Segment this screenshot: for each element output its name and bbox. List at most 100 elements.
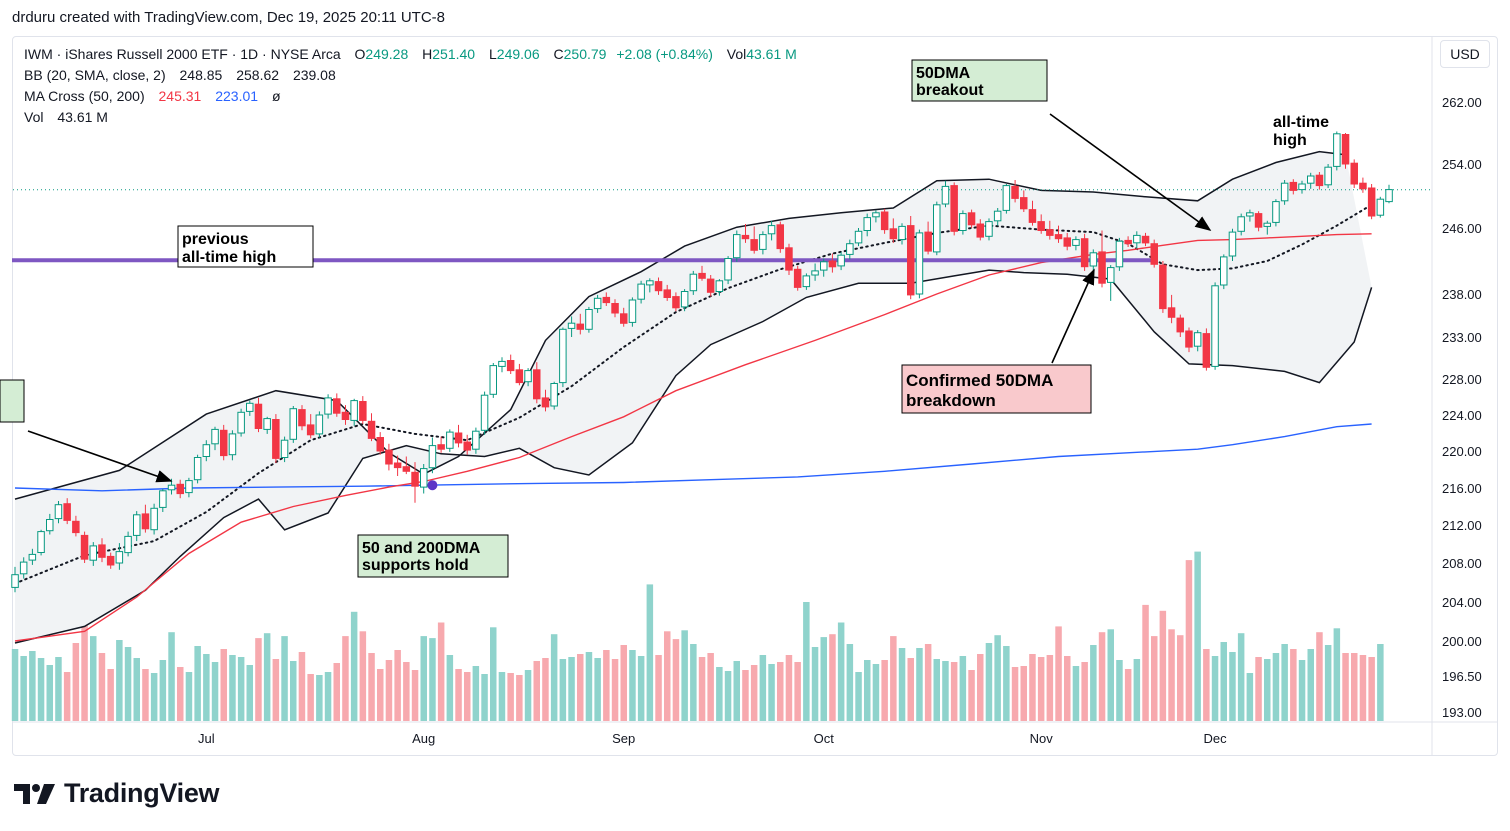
svg-text:all-time: all-time xyxy=(1273,114,1329,131)
volume-bar xyxy=(1011,667,1019,721)
candle-body xyxy=(1341,134,1350,165)
candle-body xyxy=(1046,229,1054,236)
volume-bar xyxy=(1151,636,1158,721)
price-tick-label: 208.00 xyxy=(1442,556,1482,571)
candle-body xyxy=(124,535,132,554)
volume-bar xyxy=(1185,560,1193,721)
candle-body xyxy=(150,507,158,531)
volume-bar xyxy=(1098,632,1106,721)
volume-bar xyxy=(490,627,497,721)
candle-body xyxy=(1011,185,1019,199)
candle-body xyxy=(533,369,541,400)
candle-body xyxy=(750,239,758,251)
price-tick-label: 204.00 xyxy=(1442,595,1482,610)
candle-body xyxy=(698,272,706,279)
candle-body xyxy=(202,444,211,458)
candle-body xyxy=(820,261,828,271)
volume-bar xyxy=(107,669,114,721)
candle-body xyxy=(1359,182,1367,190)
candle-body xyxy=(1315,174,1324,187)
candle-body xyxy=(237,411,245,434)
volume-bar xyxy=(1133,659,1141,721)
volume-bar xyxy=(1237,633,1245,721)
volume-bar xyxy=(898,648,906,721)
candle-body xyxy=(54,504,63,520)
volume-bar xyxy=(942,661,949,721)
candle-body xyxy=(1141,235,1150,244)
volume-bar xyxy=(420,636,427,721)
price-tick-label: 216.00 xyxy=(1442,481,1482,496)
chart-legend: IWM · iShares Russell 2000 ETF · 1D · NY… xyxy=(24,46,797,125)
candle-body xyxy=(1037,221,1045,232)
time-tick-label: Aug xyxy=(412,731,435,746)
candle-body xyxy=(437,444,445,450)
candle-body xyxy=(306,424,315,436)
svg-text:Confirmed 50DMA: Confirmed 50DMA xyxy=(906,371,1053,390)
candle-body xyxy=(1002,185,1011,211)
candle-body xyxy=(706,278,715,293)
candle-body xyxy=(515,369,524,384)
volume-bar xyxy=(864,660,871,721)
volume-bar xyxy=(950,662,958,721)
price-axis[interactable]: 262.00 254.00 246.00 238.00 233.00 228.00 224.… xyxy=(1442,95,1482,720)
candle-body xyxy=(680,291,689,308)
volume-bar xyxy=(20,656,27,721)
candle-body xyxy=(298,409,306,427)
annotation-previous-ath: previous all-time high xyxy=(177,225,314,268)
volume-bar xyxy=(1055,626,1062,721)
candle-body xyxy=(454,432,463,444)
legend-ma-row: MA Cross (50, 200) 245.31 223.01 ø xyxy=(24,88,281,104)
candle-body xyxy=(620,313,628,324)
volume-bar xyxy=(359,631,367,722)
time-axis[interactable]: Jul Aug Sep Oct Nov Dec xyxy=(198,731,1227,746)
candle-body xyxy=(1098,251,1106,284)
candle-body xyxy=(646,280,654,286)
volume-bar xyxy=(1351,653,1358,721)
volume-bar xyxy=(585,652,593,721)
candle-body xyxy=(872,212,880,218)
candle-body xyxy=(1159,264,1167,310)
candle-body xyxy=(1133,234,1141,244)
bollinger-bands xyxy=(14,150,1373,644)
svg-text:high: high xyxy=(1273,132,1307,149)
candle-body xyxy=(359,401,367,421)
volume-bar xyxy=(1142,604,1149,721)
candle-body xyxy=(1237,216,1245,232)
volume-bar xyxy=(1281,644,1288,721)
legend-vol-row: Vol 43.61 M xyxy=(24,109,108,125)
candle-body xyxy=(98,544,106,558)
volume-bar xyxy=(90,636,97,721)
candle-body xyxy=(959,213,967,232)
volume-bar xyxy=(881,660,888,721)
volume-bar xyxy=(1324,645,1332,721)
candle-body xyxy=(854,230,863,244)
annotation-all-time-high: all-time high xyxy=(1273,114,1329,149)
volume-bar xyxy=(98,653,106,721)
candle-body xyxy=(80,534,89,560)
candle-body xyxy=(472,430,480,450)
volume-bar xyxy=(446,655,454,721)
annotation-50dma-breakdown: Confirmed 50DMA breakdown xyxy=(901,268,1095,414)
ma200-line xyxy=(14,423,1372,492)
candle-body xyxy=(1272,201,1280,223)
volume-bar xyxy=(542,658,549,721)
candle-body xyxy=(1020,197,1028,210)
volume-bar xyxy=(1029,654,1036,721)
candle-body xyxy=(907,225,915,296)
volume-bar xyxy=(985,643,993,721)
volume-bar xyxy=(237,657,245,721)
candle-body xyxy=(611,303,619,314)
svg-text:previous: previous xyxy=(182,231,249,248)
volume-bar xyxy=(846,644,854,721)
volume-bar xyxy=(437,622,445,721)
volume-bar xyxy=(933,659,940,721)
currency-button[interactable]: USD xyxy=(1440,40,1490,68)
volume-bar xyxy=(777,662,784,721)
candle-body xyxy=(393,462,402,469)
candle-body xyxy=(1263,222,1271,227)
candle-body xyxy=(576,323,584,330)
candle-body xyxy=(1063,237,1071,247)
svg-text:50 and 200DMA: 50 and 200DMA xyxy=(362,540,481,557)
price-tick-label: 228.00 xyxy=(1442,372,1482,387)
